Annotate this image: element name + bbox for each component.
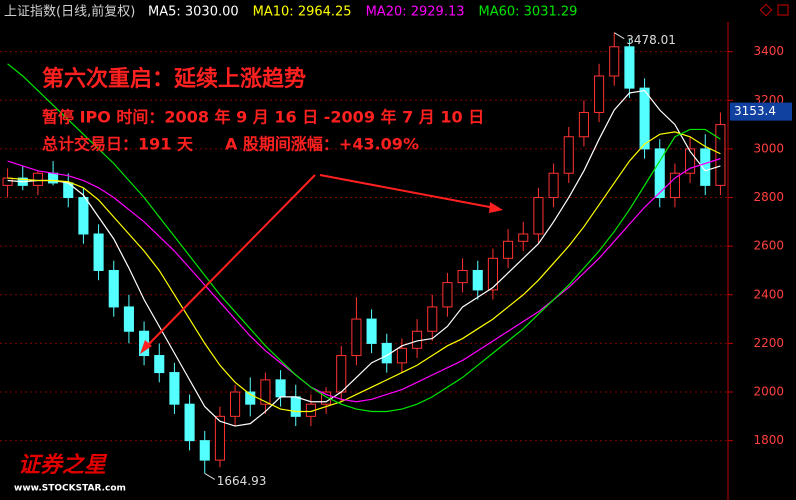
candle-body xyxy=(32,172,43,186)
high-label: 3478.01 xyxy=(626,33,676,47)
candle-body xyxy=(260,379,271,405)
legend-entry: MA60: 3031.29 xyxy=(479,5,578,20)
candle-body xyxy=(533,197,544,235)
y-tick-label: 2600 xyxy=(753,239,784,253)
watermark: 证券之星 xyxy=(18,452,108,478)
legend-entry: MA5: 3030.00 xyxy=(148,5,239,20)
arrow xyxy=(319,174,496,209)
low-label: 1664.93 xyxy=(217,474,267,488)
candle-body xyxy=(594,75,605,113)
candle-body xyxy=(427,306,438,332)
candle-body xyxy=(108,269,119,308)
candle-body xyxy=(184,403,195,442)
annotation-title: 第六次重启：延续上涨趋势 xyxy=(42,66,306,92)
y-tick-label: 3400 xyxy=(753,44,784,58)
candle-body xyxy=(214,415,225,461)
candle-body xyxy=(487,257,498,291)
candle-body xyxy=(336,355,347,393)
last-price: 3153.4 xyxy=(734,104,776,118)
candle-body xyxy=(169,372,180,405)
ma-line xyxy=(7,89,721,427)
candle-body xyxy=(321,391,332,405)
plot-area xyxy=(0,32,728,474)
candle-body xyxy=(396,347,407,364)
ma-line xyxy=(7,131,721,413)
ma-line xyxy=(7,63,721,413)
candle-body xyxy=(2,177,13,186)
y-tick-label: 2800 xyxy=(753,190,784,204)
candle-body xyxy=(93,233,104,271)
candle-body xyxy=(578,111,589,138)
candle-body xyxy=(366,318,377,344)
candle-body xyxy=(563,136,574,174)
candle-body xyxy=(199,440,210,461)
last-price-box xyxy=(730,102,792,121)
candle-body xyxy=(654,148,665,199)
candle-body xyxy=(472,269,483,291)
y-tick-label: 2400 xyxy=(753,287,784,301)
candle-body xyxy=(639,87,650,150)
pointer xyxy=(613,32,625,40)
y-tick-label: 3000 xyxy=(753,141,784,155)
legend: MA5: 3030.00 MA10: 2964.25 MA20: 2929.13 MA… xyxy=(148,5,577,20)
candle-body xyxy=(715,124,726,186)
chart-title: 上证指数(日线,前复权) xyxy=(4,4,135,20)
candle-body xyxy=(351,318,362,357)
candle-body xyxy=(245,391,256,405)
candle-body xyxy=(624,46,635,89)
annotation: 暂停 IPO 时间：2008 年 9 月 16 日 -2009 年 7 月 10… xyxy=(42,108,484,127)
icon[interactable] xyxy=(759,3,773,17)
icon[interactable] xyxy=(777,4,789,16)
candle-body xyxy=(275,379,286,398)
y-tick-label: 2200 xyxy=(753,336,784,350)
candle-body xyxy=(609,46,620,77)
candle-body xyxy=(230,391,241,417)
pointer xyxy=(204,473,216,480)
candle-body xyxy=(412,330,423,349)
y-tick-label: 1800 xyxy=(753,433,784,447)
y-tick-label: 2000 xyxy=(753,385,784,399)
legend-entry: MA20: 2929.13 xyxy=(366,5,465,20)
candle-body xyxy=(518,233,529,242)
candle-body xyxy=(669,172,680,199)
candle-body xyxy=(154,355,165,374)
watermark-url: www.STOCKSTAR.com xyxy=(14,484,126,494)
candle-body xyxy=(548,172,559,199)
candle-body xyxy=(685,148,696,174)
legend-entry: MA10: 2964.25 xyxy=(253,5,352,20)
candle-body xyxy=(442,282,453,308)
candle-body xyxy=(123,306,134,332)
arrow xyxy=(144,174,316,349)
arrow-head xyxy=(140,340,152,354)
ma-line xyxy=(7,158,721,403)
candle-body xyxy=(503,240,514,259)
candle-body xyxy=(290,396,301,417)
arrow-head xyxy=(489,202,503,213)
candle-body xyxy=(78,197,89,235)
candle-body xyxy=(457,269,468,284)
annotation: 总计交易日：191 天 A 股期间涨幅：+43.09% xyxy=(42,135,419,154)
candle-body xyxy=(700,148,711,186)
